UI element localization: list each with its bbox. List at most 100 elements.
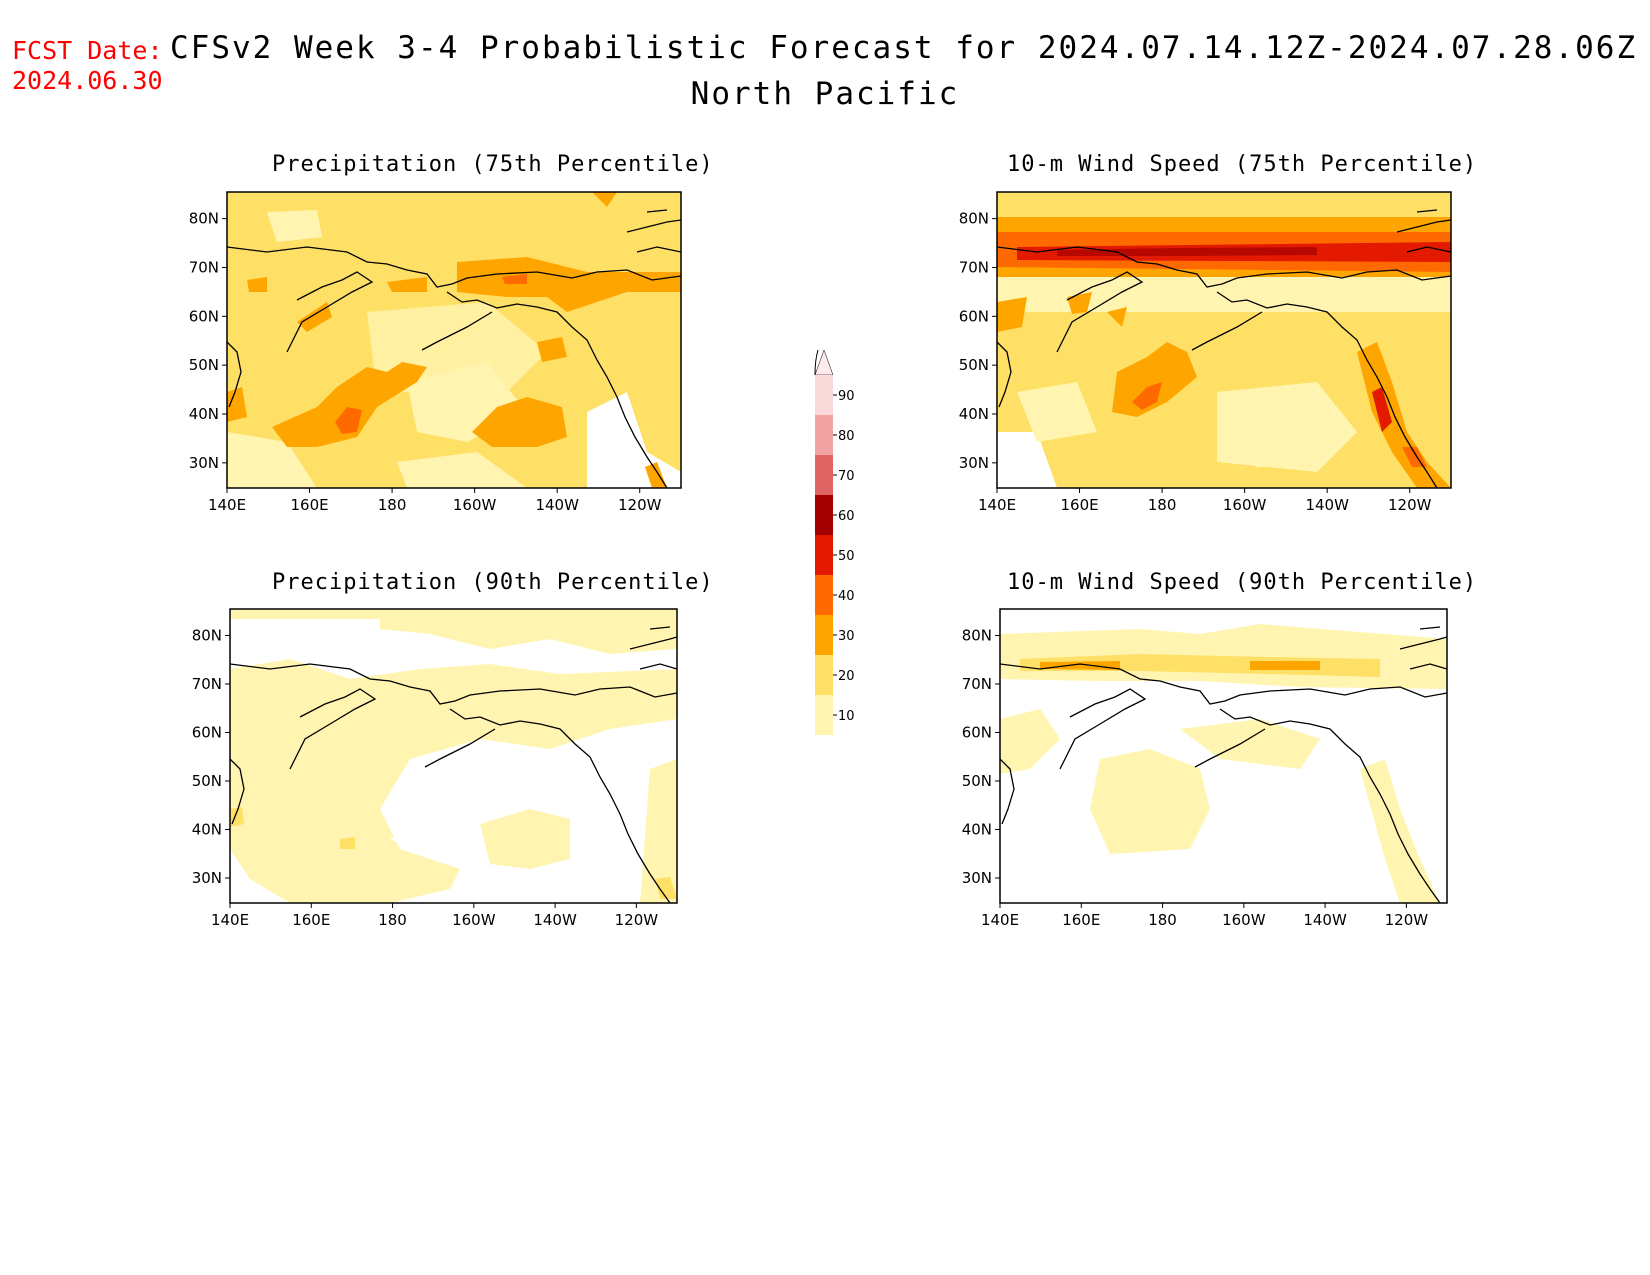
- precip-region-30: [537, 337, 567, 362]
- colorbar-tick-label: 40: [838, 589, 855, 604]
- wind-region-30: [1250, 661, 1320, 670]
- colorbar-tick-label: 10: [838, 709, 855, 724]
- lat-tick-label: 30N: [189, 454, 219, 472]
- coastline-japan: [999, 758, 1015, 825]
- wind-region-50: [1372, 387, 1392, 432]
- precip-region-30: [387, 277, 427, 292]
- lon-tick-label: 140E: [211, 911, 249, 929]
- colorbar-swatch: [815, 535, 833, 575]
- coastline-arctic: [226, 246, 682, 288]
- coastline-aleutians: [1191, 311, 1263, 351]
- colorbar-swatch: [815, 575, 833, 615]
- lon-tick-label: 140W: [1303, 911, 1347, 929]
- wind-region-30: [1357, 342, 1451, 488]
- precip-region-10: [227, 432, 317, 488]
- coastline-aleutians: [1194, 728, 1266, 768]
- lat-tick-label: 80N: [962, 626, 992, 644]
- lat-tick-label: 50N: [189, 356, 219, 374]
- precip-region-10: [267, 210, 322, 242]
- coastline-aleutians: [421, 311, 493, 351]
- wind-region-blank: [997, 432, 1057, 488]
- lat-tick-label: 30N: [962, 869, 992, 887]
- wind-region-40: [1132, 382, 1162, 410]
- lon-tick-label: 120W: [615, 911, 659, 929]
- lon-tick-label: 180: [378, 496, 407, 514]
- coastline-arctic: [229, 663, 678, 705]
- lon-tick-label: 160W: [1222, 911, 1266, 929]
- lat-tick-label: 60N: [192, 723, 222, 741]
- precip-region-20: [340, 837, 355, 849]
- lon-tick-label: 140E: [978, 496, 1016, 514]
- lon-tick-label: 140E: [981, 911, 1019, 929]
- coastline-aleutians: [424, 728, 496, 768]
- wind-region-10: [1090, 749, 1210, 854]
- lon-tick-label: 180: [378, 911, 407, 929]
- precip-region-30: [457, 257, 681, 312]
- lat-tick-label: 80N: [189, 210, 219, 228]
- lat-tick-label: 60N: [962, 723, 992, 741]
- colorbar-swatch: [815, 695, 833, 735]
- wind-region-10: [1180, 719, 1320, 769]
- coastline-canada-islands: [629, 626, 678, 670]
- coastline-arctic: [996, 246, 1452, 288]
- lat-tick-label: 60N: [959, 307, 989, 325]
- lon-tick-label: 160W: [1223, 496, 1267, 514]
- page-title: CFSv2 Week 3-4 Probabilistic Forecast fo…: [170, 30, 1638, 66]
- colorbar-swatch: [815, 375, 833, 415]
- lat-tick-label: 50N: [962, 772, 992, 790]
- lat-tick-label: 40N: [959, 405, 989, 423]
- axis-labels: 140E 160E 180 160W 140W 120W 80N 70N 60N 50N 40N 30…: [962, 626, 1429, 929]
- lat-tick-label: 80N: [959, 210, 989, 228]
- colorbar-swatch: [815, 615, 833, 655]
- lon-tick-label: 180: [1148, 496, 1177, 514]
- panel-title-wind90: 10-m Wind Speed (90th Percentile): [1007, 570, 1478, 595]
- map-wind75: 140E 160E 180 160W 140W 120W 80N 70N 60N 50N 40N 30…: [959, 191, 1452, 514]
- wind-region-60: [1057, 247, 1317, 256]
- map-wind90: 140E 160E 180 160W 140W 120W 80N 70N 60N 50N 40N 30…: [962, 608, 1448, 929]
- colorbar-swatch: [815, 415, 833, 455]
- lon-tick-label: 120W: [1388, 496, 1432, 514]
- colorbar-legend: 90 80 70 60 50 40 30 20 10: [814, 349, 855, 735]
- coastline-japan: [996, 341, 1012, 408]
- lat-tick-label: 70N: [962, 675, 992, 693]
- coastline-kamchatka: [1056, 271, 1144, 353]
- precip-region-blank: [390, 824, 450, 859]
- precip-region-30: [472, 397, 567, 447]
- coastline-alaska: [446, 291, 668, 489]
- colorbar-top-curve: [814, 349, 819, 376]
- colorbar-swatch: [815, 655, 833, 695]
- coastline-canada-islands: [1399, 626, 1448, 670]
- wind-region-30: [1067, 292, 1092, 314]
- coastline-canada-islands: [626, 209, 682, 253]
- wind-region-10: [1000, 709, 1060, 774]
- panel-title-precip75: Precipitation (75th Percentile): [272, 152, 714, 177]
- wind-region-10: [1217, 382, 1357, 472]
- lat-tick-label: 80N: [192, 626, 222, 644]
- precip-region-20: [655, 877, 677, 899]
- map-precip90: 140E 160E 180 160W 140W 120W 80N 70N 60N 50N 40N 30…: [192, 608, 678, 929]
- map-frame: [996, 191, 1452, 489]
- lon-tick-label: 140E: [208, 496, 246, 514]
- lon-tick-label: 140W: [535, 496, 579, 514]
- wind-region-10: [997, 277, 1451, 312]
- lat-tick-label: 50N: [959, 356, 989, 374]
- fcst-date: 2024.06.30: [12, 66, 163, 95]
- precip-region-10: [230, 609, 677, 619]
- coastline-canada-islands: [1396, 209, 1452, 253]
- wind-region-30: [997, 297, 1027, 332]
- lat-tick-label: 70N: [959, 258, 989, 276]
- map-frame: [999, 608, 1448, 904]
- lon-tick-label: 140W: [1305, 496, 1349, 514]
- lon-tick-label: 160W: [452, 911, 496, 929]
- lat-tick-label: 30N: [959, 454, 989, 472]
- wind-region-10: [1017, 382, 1097, 442]
- lon-tick-label: 180: [1148, 911, 1177, 929]
- region-title: North Pacific: [690, 76, 960, 112]
- wind-region-30: [1040, 661, 1120, 670]
- wind-region-20: [1020, 654, 1380, 677]
- coastline-japan: [226, 341, 242, 408]
- coastline-arctic: [999, 663, 1448, 705]
- fcst-label: FCST Date:: [12, 36, 163, 65]
- axis-labels: 140E 160E 180 160W 140W 120W 80N 70N 60N 50N 40N 30…: [189, 210, 662, 514]
- precip-region-30: [272, 362, 427, 447]
